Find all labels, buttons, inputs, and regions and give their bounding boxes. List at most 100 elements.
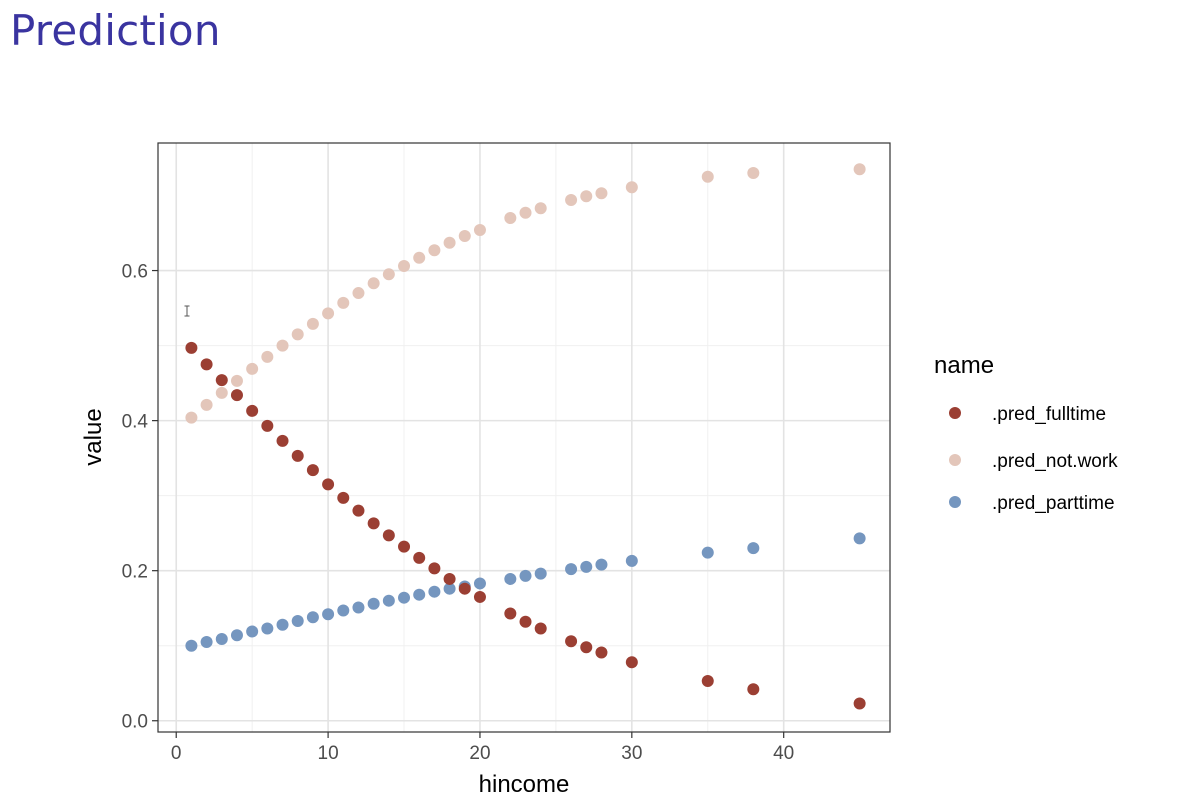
data-point-pred-parttime xyxy=(306,611,319,624)
data-point-pred-not-work xyxy=(428,244,441,257)
data-point-pred-fulltime xyxy=(306,464,319,477)
legend-label: .pred_fulltime xyxy=(992,404,1106,425)
data-point-pred-parttime xyxy=(413,588,426,601)
data-point-pred-fulltime xyxy=(413,551,426,564)
data-point-pred-parttime xyxy=(185,639,198,652)
data-point-pred-not-work xyxy=(382,268,395,281)
legend: name .pred_fulltime .pred_not.work .pred_p… xyxy=(934,352,1118,514)
page-title: Prediction xyxy=(10,6,221,55)
data-point-pred-parttime xyxy=(595,558,608,571)
data-points xyxy=(185,163,866,710)
data-point-pred-not-work xyxy=(853,163,866,176)
plot-border xyxy=(157,142,891,733)
data-point-pred-parttime xyxy=(337,604,350,617)
x-tick-label: 40 xyxy=(773,743,794,764)
legend-title: name xyxy=(934,352,994,379)
data-point-pred-fulltime xyxy=(382,529,395,542)
data-point-pred-fulltime xyxy=(367,517,380,530)
data-point-pred-fulltime xyxy=(322,478,335,491)
data-point-pred-parttime xyxy=(261,622,274,635)
y-tick-label: 0.6 xyxy=(122,262,148,283)
data-point-pred-fulltime xyxy=(701,674,714,687)
data-point-pred-parttime xyxy=(398,591,411,604)
data-point-pred-not-work xyxy=(625,181,638,194)
legend-key xyxy=(949,407,961,419)
data-point-pred-not-work xyxy=(565,194,578,207)
data-point-pred-fulltime xyxy=(230,389,243,402)
data-point-pred-fulltime xyxy=(853,697,866,710)
data-point-pred-not-work xyxy=(580,190,593,203)
y-axis-title: value xyxy=(80,408,107,465)
data-point-pred-fulltime xyxy=(246,404,259,417)
data-point-pred-parttime xyxy=(291,614,304,627)
data-point-pred-parttime xyxy=(747,542,760,555)
data-point-pred-not-work xyxy=(276,339,289,352)
legend-key xyxy=(949,496,961,508)
data-point-pred-fulltime xyxy=(519,615,532,628)
data-point-pred-not-work xyxy=(185,411,198,424)
data-point-pred-parttime xyxy=(534,567,547,580)
data-point-pred-not-work xyxy=(458,230,471,243)
data-point-pred-fulltime xyxy=(261,419,274,432)
x-tick-label: 0 xyxy=(171,743,182,764)
axis-ticks xyxy=(152,269,785,738)
grid-minor xyxy=(158,143,890,732)
data-point-pred-fulltime xyxy=(200,358,213,371)
data-point-pred-fulltime xyxy=(291,449,304,462)
data-point-pred-parttime xyxy=(443,582,456,595)
data-point-pred-parttime xyxy=(200,635,213,648)
data-point-pred-parttime xyxy=(246,625,259,638)
y-tick-labels: 0.0 0.2 0.4 0.6 xyxy=(122,262,149,733)
data-point-pred-not-work xyxy=(291,328,304,341)
x-tick-label: 10 xyxy=(318,743,339,764)
data-point-pred-fulltime xyxy=(747,683,760,696)
plot-background xyxy=(158,143,890,732)
data-point-pred-parttime xyxy=(215,632,228,645)
data-point-pred-parttime xyxy=(853,532,866,545)
y-tick-label: 0.2 xyxy=(122,562,148,583)
data-point-pred-fulltime xyxy=(580,641,593,654)
data-point-pred-not-work xyxy=(322,307,335,320)
x-axis-title: hincome xyxy=(479,771,570,798)
x-tick-labels: 0 10 20 30 40 xyxy=(171,743,794,764)
data-point-pred-parttime xyxy=(504,572,517,585)
legend-key xyxy=(949,454,961,466)
data-point-pred-not-work xyxy=(337,296,350,309)
data-point-pred-fulltime xyxy=(276,434,289,447)
data-point-pred-fulltime xyxy=(565,635,578,648)
data-point-pred-not-work xyxy=(534,202,547,215)
legend-label: .pred_not.work xyxy=(992,451,1118,472)
data-point-pred-parttime xyxy=(701,546,714,559)
data-point-pred-not-work xyxy=(215,386,228,399)
data-point-pred-not-work xyxy=(473,224,486,237)
data-point-pred-fulltime xyxy=(534,622,547,635)
data-point-pred-not-work xyxy=(261,350,274,363)
text-cursor-icon xyxy=(184,305,190,317)
data-point-pred-parttime xyxy=(625,554,638,567)
data-point-pred-parttime xyxy=(565,563,578,576)
data-point-pred-fulltime xyxy=(428,562,441,575)
data-point-pred-parttime xyxy=(428,585,441,598)
data-point-pred-not-work xyxy=(519,206,532,219)
data-point-pred-parttime xyxy=(367,597,380,610)
data-point-pred-parttime xyxy=(230,629,243,642)
data-point-pred-fulltime xyxy=(504,607,517,620)
data-point-pred-fulltime xyxy=(185,341,198,354)
data-point-pred-not-work xyxy=(200,398,213,411)
x-tick-label: 30 xyxy=(621,743,642,764)
data-point-pred-not-work xyxy=(504,212,517,225)
legend-label: .pred_parttime xyxy=(992,493,1115,514)
data-point-pred-fulltime xyxy=(625,656,638,669)
y-tick-label: 0.4 xyxy=(122,412,149,433)
data-point-pred-fulltime xyxy=(215,374,228,387)
data-point-pred-parttime xyxy=(322,608,335,621)
data-point-pred-parttime xyxy=(382,594,395,607)
data-point-pred-parttime xyxy=(276,618,289,631)
data-point-pred-not-work xyxy=(398,260,411,273)
data-point-pred-not-work xyxy=(367,277,380,290)
x-tick-label: 20 xyxy=(469,743,490,764)
data-point-pred-parttime xyxy=(580,560,593,573)
data-point-pred-not-work xyxy=(701,170,714,183)
data-point-pred-not-work xyxy=(352,287,365,300)
